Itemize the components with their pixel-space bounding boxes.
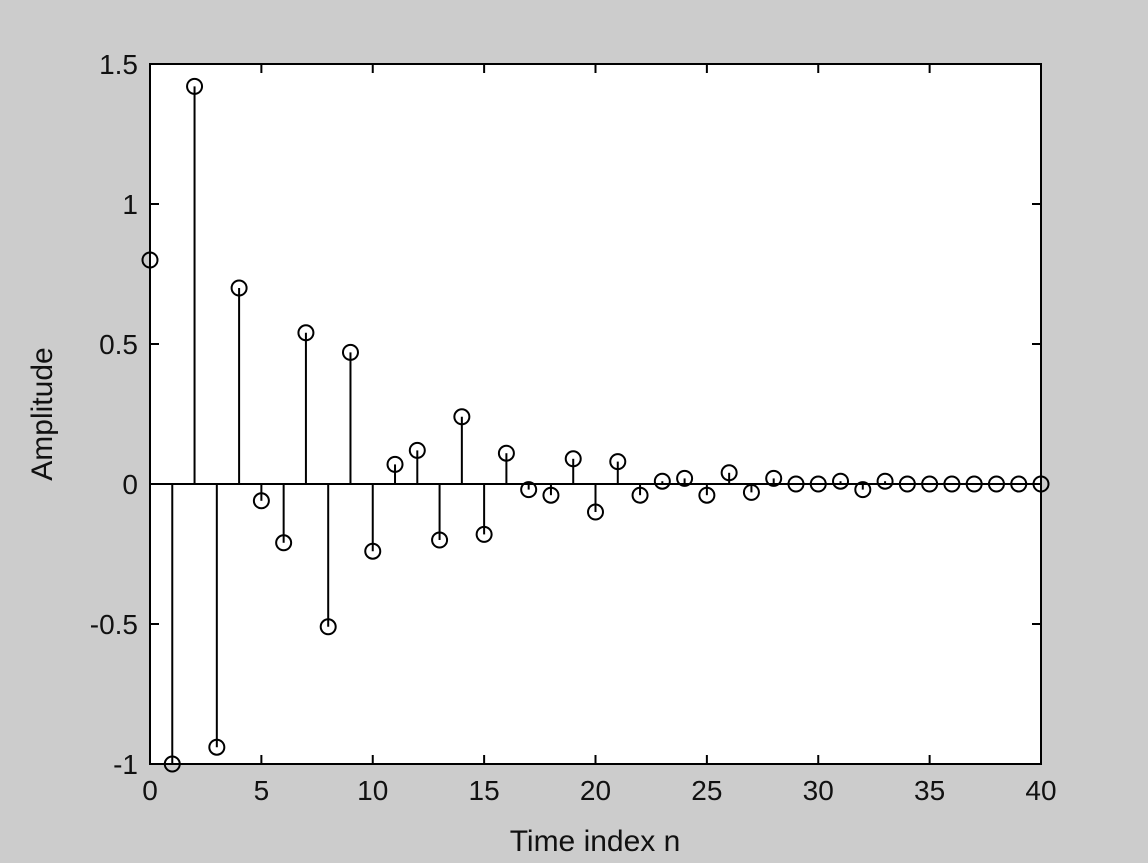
x-tick-label-0: 0	[142, 775, 158, 806]
plot-area	[150, 64, 1041, 764]
y-tick-label-1.5: 1.5	[99, 49, 138, 80]
ticks-layer: 0 5 10 15 20 25 30 35 40 -1 -0.5 0 0.5 1 1.5	[90, 49, 1057, 806]
y-axis-label: Amplitude	[26, 347, 59, 480]
stem-marker-36	[943, 475, 961, 493]
stem-marker-15	[475, 525, 493, 543]
stem-marker-12	[408, 441, 426, 459]
stem-marker-24	[676, 469, 694, 487]
stem-marker-13	[431, 531, 449, 549]
stem-marker-11	[386, 455, 404, 473]
stem-marker-18	[542, 486, 560, 504]
x-tick-label-30: 30	[803, 775, 834, 806]
stem-marker-3	[208, 738, 226, 756]
y-tick-label-0.5: 0.5	[99, 329, 138, 360]
stem-marker-32	[854, 481, 872, 499]
x-tick-label-40: 40	[1025, 775, 1056, 806]
stem-marker-10	[364, 542, 382, 560]
stem-marker-34	[898, 475, 916, 493]
markers-layer	[141, 77, 1050, 773]
stem-marker-30	[809, 475, 827, 493]
stem-marker-19	[564, 450, 582, 468]
stem-marker-14	[453, 408, 471, 426]
stem-marker-39	[1010, 475, 1028, 493]
x-tick-label-35: 35	[914, 775, 945, 806]
stem-marker-6	[275, 534, 293, 552]
y-tick-label-0: 0	[122, 469, 138, 500]
stem-marker-20	[587, 503, 604, 521]
stem-marker-4	[230, 279, 248, 297]
stem-marker-31	[832, 472, 850, 490]
x-tick-label-20: 20	[580, 775, 611, 806]
x-tick-label-15: 15	[469, 775, 500, 806]
stem-marker-22	[631, 486, 649, 504]
stem-marker-25	[698, 486, 716, 504]
stem-marker-17	[520, 481, 538, 499]
stem-marker-33	[876, 472, 894, 490]
y-tick-label--0.5: -0.5	[90, 609, 138, 640]
x-tick-label-10: 10	[357, 775, 388, 806]
stem-marker-29	[787, 475, 805, 493]
stem-marker-28	[765, 469, 783, 487]
stem-marker-38	[987, 475, 1005, 493]
x-tick-label-25: 25	[691, 775, 722, 806]
stem-marker-26	[720, 464, 738, 482]
stem-marker-8	[319, 618, 337, 636]
stem-marker-23	[653, 472, 671, 490]
stem-marker-16	[497, 444, 515, 462]
x-axis-label: Time index n	[510, 825, 681, 858]
y-tick-label--1: -1	[113, 749, 138, 780]
stems-layer	[149, 86, 887, 764]
stem-marker-5	[252, 492, 270, 510]
stem-marker-9	[341, 343, 359, 361]
stem-marker-2	[186, 77, 204, 95]
stem-marker-27	[742, 483, 760, 501]
x-tick-label-5: 5	[254, 775, 270, 806]
stem-marker-7	[297, 324, 315, 342]
y-tick-label-1: 1	[122, 189, 138, 220]
stem-marker-37	[965, 475, 983, 493]
stem-marker-35	[921, 475, 939, 493]
stem-marker-21	[609, 453, 627, 471]
